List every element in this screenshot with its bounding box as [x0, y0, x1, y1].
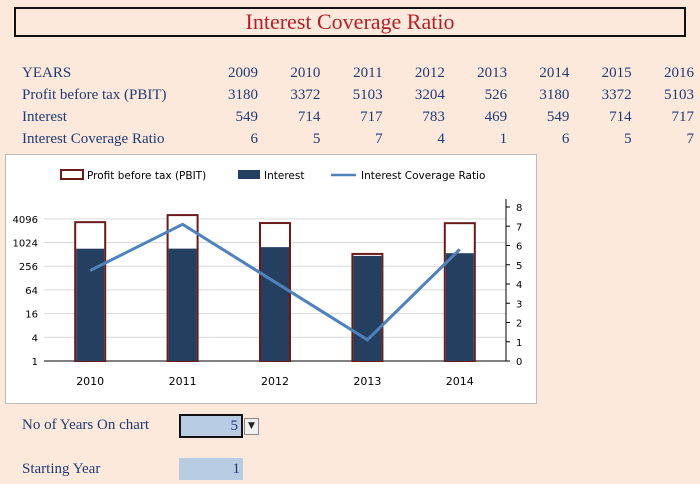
table-row: Interest 549 714 717 783 469 549 714 717: [14, 106, 694, 128]
starting-year-input[interactable]: 1: [179, 458, 243, 480]
y2-tick-label: 3: [516, 299, 522, 310]
value-cell: 7: [686, 130, 695, 147]
value-cell: 526: [484, 86, 508, 103]
value-cell: 549: [546, 108, 570, 125]
bar-interest: [353, 255, 382, 361]
value-cell: 6: [561, 130, 570, 147]
y-tick-label: 4096: [13, 215, 38, 226]
value-cell: 717: [360, 108, 383, 125]
y-tick-label: 4: [32, 333, 38, 344]
value-cell: 5: [312, 130, 321, 147]
row-label: Interest: [22, 108, 67, 125]
row-label: YEARS: [22, 64, 72, 81]
y-tick-label: 16: [25, 310, 38, 321]
value-cell: 3180: [228, 86, 259, 103]
year-cell: 2013: [477, 64, 508, 81]
y2-tick-label: 4: [516, 280, 522, 291]
y2-tick-label: 8: [516, 203, 522, 214]
value-cell: 5: [624, 130, 632, 147]
page-title-text: Interest Coverage Ratio: [245, 9, 455, 34]
value-cell: 5103: [352, 86, 383, 103]
row-label: Profit before tax (PBIT): [22, 86, 167, 103]
years-on-chart-input[interactable]: 5: [179, 414, 243, 438]
chart-svg: 1 4 16 64 256 1024 4096 0 1 2 3 4 5 6 7 8 2010 2011 2012 20…: [13, 169, 522, 388]
line-interest-coverage-ratio: [89, 222, 461, 342]
x-tick-label: 2011: [169, 375, 197, 388]
y2-tick-label: 5: [516, 261, 522, 272]
legend-label-pbit: Profit before tax (PBIT): [87, 170, 206, 182]
legend-swatch-interest: [238, 170, 260, 179]
starting-year-label: Starting Year: [22, 461, 101, 477]
value-cell: 3372: [601, 86, 632, 103]
x-tick-label: 2013: [353, 375, 381, 388]
year-cell: 2012: [414, 64, 445, 81]
year-cell: 2011: [353, 64, 383, 81]
value-cell: 4: [437, 130, 445, 147]
chart[interactable]: 1 4 16 64 256 1024 4096 0 1 2 3 4 5 6 7 8 2010 2011 2012 20…: [5, 154, 537, 404]
year-cell: 2010: [290, 64, 321, 81]
years-on-chart-label: No of Years On chart: [22, 417, 150, 433]
value-cell: 3372: [290, 86, 321, 103]
dropdown-arrow-icon[interactable]: ▼: [244, 418, 259, 435]
y2-tick-label: 6: [516, 242, 522, 253]
value-cell: 1: [499, 130, 508, 147]
table-row: YEARS 2009 2010 2011 2012 2013 2014 2015…: [14, 62, 694, 84]
value-cell: 714: [297, 108, 321, 125]
row-label: Interest Coverage Ratio: [22, 130, 165, 147]
year-cell: 2016: [664, 64, 694, 81]
value-cell: 7: [375, 130, 383, 147]
value-cell: 783: [422, 108, 445, 125]
value-cell: 717: [671, 108, 695, 125]
table-row: Interest Coverage Ratio 6 5 7 4 1 6 5 7: [14, 128, 694, 150]
data-table: YEARS 2009 2010 2011 2012 2013 2014 2015…: [14, 62, 694, 150]
bar-interest: [168, 248, 197, 361]
value-cell: 469: [484, 108, 508, 125]
value-cell: 5103: [664, 86, 694, 103]
bar-interest: [445, 253, 474, 361]
year-cell: 2015: [601, 64, 632, 81]
legend-swatch-pbit: [60, 169, 84, 180]
y-tick-label: 1024: [13, 239, 38, 250]
y2-tick-label: 2: [516, 319, 522, 330]
value-cell: 6: [250, 130, 259, 147]
year-cell: 2014: [539, 64, 570, 81]
y-tick-label: 256: [19, 262, 38, 273]
value-cell: 3180: [539, 86, 570, 103]
x-tick-label: 2010: [76, 375, 104, 388]
page-title: Interest Coverage Ratio: [14, 7, 686, 37]
y2-tick-label: 7: [516, 222, 522, 233]
y-tick-label: 64: [25, 286, 38, 297]
bar-interest: [261, 247, 289, 361]
value-cell: 3204: [414, 86, 445, 103]
legend-label-icr: Interest Coverage Ratio: [361, 170, 485, 182]
value-cell: 714: [609, 108, 632, 125]
y-tick-label: 1: [32, 357, 38, 368]
x-tick-label: 2012: [261, 375, 289, 388]
y2-tick-label: 1: [516, 338, 522, 349]
value-cell: 549: [235, 108, 259, 125]
x-tick-label: 2014: [446, 375, 474, 388]
y2-tick-label: 0: [516, 357, 522, 368]
year-cell: 2009: [228, 64, 259, 81]
legend-label-interest: Interest: [264, 170, 304, 182]
table-row: Profit before tax (PBIT) 3180 3372 5103 …: [14, 84, 694, 106]
